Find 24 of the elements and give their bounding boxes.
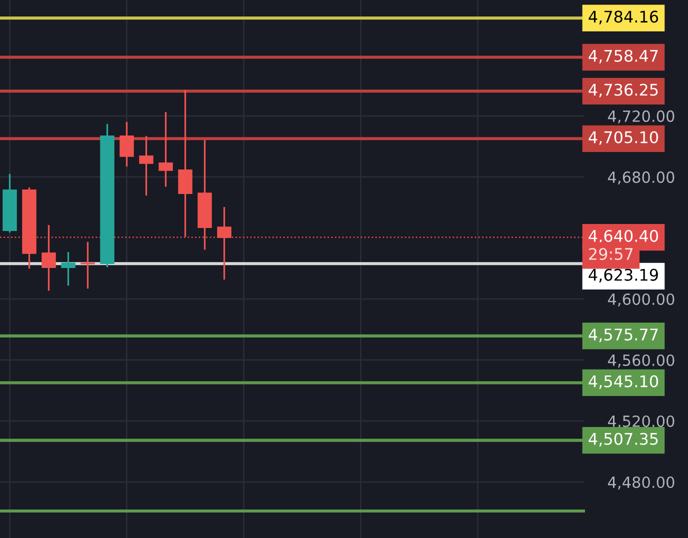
ref-line-label: 4,640.40 bbox=[588, 230, 658, 244]
ref-line-label: 4,507.35 bbox=[588, 432, 658, 447]
text: 29:57 bbox=[589, 248, 633, 260]
y-tick-label: 4,600.00 bbox=[608, 293, 674, 307]
y-tick-label: 4,720.00 bbox=[608, 110, 674, 124]
y-tick-label: 4,560.00 bbox=[608, 354, 674, 368]
y-tick-label: 4,480.00 bbox=[608, 476, 674, 490]
candlestick bbox=[139, 135, 154, 196]
candlestick bbox=[217, 206, 232, 280]
candlestick bbox=[120, 121, 134, 168]
candlestick bbox=[61, 251, 76, 287]
ref-line-label: 4,736.25 bbox=[588, 84, 658, 98]
ref-line-label: 4,705.10 bbox=[588, 131, 658, 145]
ref-line-label: 4,784.16 bbox=[588, 10, 658, 24]
ref-line-label: 4,545.10 bbox=[588, 375, 658, 389]
candlestick bbox=[178, 89, 192, 238]
ref-line-label: 4,575.77 bbox=[588, 328, 658, 342]
ref-line-label: 4,623.19 bbox=[588, 268, 658, 282]
ref-line-label: 4,758.47 bbox=[588, 50, 658, 64]
candlestick bbox=[80, 241, 95, 290]
candlestick bbox=[158, 111, 173, 188]
y-tick-label: 4,520.00 bbox=[608, 415, 674, 429]
candlestick bbox=[42, 224, 56, 292]
y-tick-label: 4,680.00 bbox=[608, 171, 674, 185]
